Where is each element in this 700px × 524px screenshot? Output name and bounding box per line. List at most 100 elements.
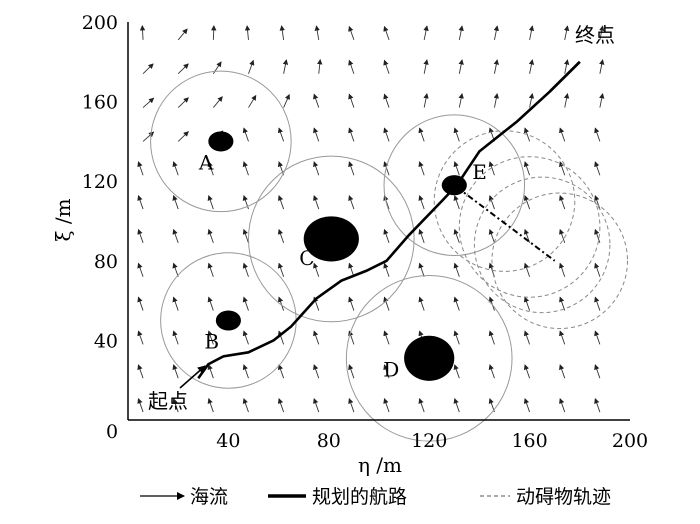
current-arrow: [172, 194, 179, 210]
current-arrow: [559, 397, 566, 413]
track-circle: [433, 130, 576, 272]
current-arrow: [594, 228, 601, 244]
current-arrow: [317, 58, 323, 74]
current-arrow: [488, 194, 495, 210]
current-arrow: [139, 25, 146, 40]
current-arrow: [277, 161, 285, 176]
current-arrow: [383, 364, 390, 379]
current-arrow: [523, 296, 531, 311]
current-arrow: [207, 330, 214, 345]
current-arrow: [244, 25, 251, 40]
current-arrow: [277, 330, 285, 345]
current-arrow: [423, 92, 429, 108]
current-arrow: [277, 127, 285, 142]
current-arrow: [177, 28, 188, 41]
current-arrow: [348, 364, 355, 379]
current-arrow: [563, 92, 570, 108]
current-arrow: [523, 330, 531, 345]
current-arrow: [248, 94, 257, 108]
current-arrow: [207, 161, 214, 176]
current-arrow: [383, 161, 390, 176]
current-arrow: [283, 93, 290, 108]
current-arrow: [348, 161, 355, 176]
current-arrow: [242, 296, 249, 311]
obstacle-labels: A B C D E: [198, 150, 487, 381]
current-arrow: [528, 59, 535, 74]
current-arrow: [559, 127, 566, 142]
obstacle-zone-e: [383, 114, 526, 256]
current-arrow: [172, 296, 179, 311]
current-arrow: [137, 194, 144, 210]
current-arrow: [313, 127, 320, 142]
obstacle-label-d: D: [383, 357, 399, 381]
current-arrow: [137, 364, 144, 379]
current-arrow: [559, 228, 566, 244]
current-arrow: [458, 92, 464, 108]
current-arrow: [523, 397, 531, 413]
current-arrow: [313, 262, 320, 277]
x-tick-label: 120: [411, 430, 447, 452]
current-arrow: [242, 228, 249, 244]
current-arrow: [313, 194, 320, 210]
obstacle-c: [303, 216, 359, 262]
y-tick-label: 40: [94, 330, 118, 352]
current-arrow: [559, 194, 566, 210]
current-arrow: [313, 330, 320, 345]
current-arrow: [177, 131, 189, 142]
current-arrow: [418, 194, 425, 210]
current-arrow: [418, 161, 425, 176]
y-tick-label: 120: [82, 171, 118, 193]
current-arrow: [207, 296, 214, 311]
moving-obstacle-circles: [433, 130, 628, 330]
current-arrow: [594, 161, 601, 176]
current-arrow: [418, 397, 425, 413]
current-arrow: [207, 262, 214, 277]
obstacle-b: [215, 310, 241, 331]
track-circle: [458, 156, 601, 298]
current-arrow: [137, 262, 144, 277]
current-arrow: [348, 93, 355, 108]
obstacle-d: [404, 335, 455, 381]
current-arrow: [453, 262, 460, 277]
current-arrow: [458, 25, 464, 40]
track-circle: [473, 176, 611, 314]
current-arrow: [348, 296, 355, 311]
current-arrow: [242, 161, 249, 176]
x-axis-label: η /m: [358, 453, 402, 477]
x-ticks: 0 40 80 120 160 200: [106, 421, 648, 452]
current-arrow: [242, 330, 249, 345]
current-arrow: [599, 92, 605, 108]
current-arrow: [348, 59, 355, 74]
current-arrow: [418, 296, 425, 311]
current-arrow: [177, 97, 189, 108]
current-arrow: [242, 364, 249, 379]
current-arrow: [458, 59, 464, 74]
current-arrow: [212, 96, 223, 108]
current-arrow: [383, 397, 390, 413]
current-arrow: [383, 262, 390, 277]
current-arrow: [528, 25, 535, 40]
y-tick-label: 200: [82, 12, 118, 34]
current-arrow: [142, 63, 154, 75]
current-arrow: [242, 397, 249, 413]
current-arrow: [277, 262, 285, 277]
current-arrow: [279, 25, 285, 40]
current-arrow: [313, 161, 320, 176]
current-arrow: [212, 61, 222, 74]
current-arrow: [348, 127, 355, 142]
current-arrow: [137, 161, 144, 176]
current-arrow: [559, 330, 566, 345]
current-arrow: [594, 262, 601, 277]
current-arrow: [453, 397, 460, 413]
obstacle-label-b: B: [204, 330, 219, 354]
current-arrow: [599, 25, 605, 40]
legend-route-label: 规划的航路: [312, 486, 407, 508]
current-arrow: [313, 397, 320, 413]
current-arrow: [418, 262, 425, 277]
current-arrow: [559, 262, 566, 277]
current-arrow: [137, 296, 144, 311]
x-tick-label: 200: [612, 430, 648, 452]
current-arrow: [211, 25, 217, 40]
current-arrow: [383, 228, 390, 244]
